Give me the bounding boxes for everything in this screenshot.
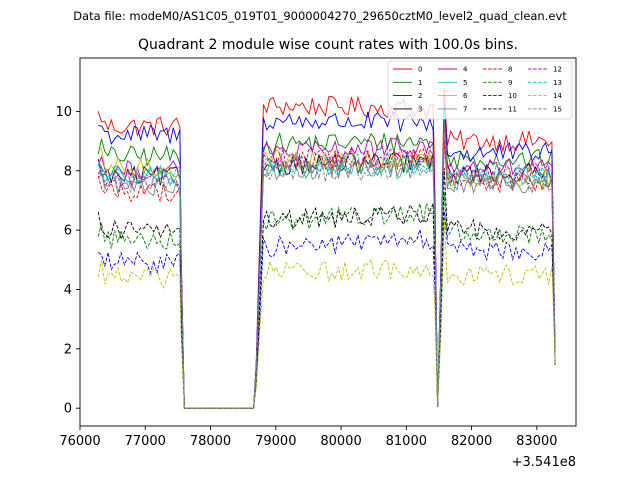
legend-label-14: 14	[553, 92, 562, 100]
legend-label-5: 5	[463, 79, 467, 87]
series-line-1	[97, 106, 556, 409]
series-line-9	[97, 191, 556, 409]
series-line-15	[98, 123, 556, 409]
legend-label-4: 4	[463, 66, 468, 74]
x-tick-label: 79000	[255, 434, 296, 449]
y-tick-label: 0	[64, 402, 72, 417]
y-tick-label: 4	[64, 283, 72, 298]
legend-label-9: 9	[508, 79, 512, 87]
x-tick-label: 77000	[125, 434, 166, 449]
y-tick-label: 6	[64, 224, 72, 239]
legend-label-15: 15	[553, 105, 562, 113]
x-tick-label: 83000	[516, 434, 557, 449]
legend-label-0: 0	[418, 66, 422, 74]
series-line-2	[98, 101, 556, 409]
x-tick-label: 81000	[386, 434, 427, 449]
legend-label-8: 8	[508, 66, 512, 74]
legend-label-2: 2	[418, 92, 422, 100]
legend-label-11: 11	[508, 105, 517, 113]
series-line-8	[97, 140, 556, 409]
legend-box	[387, 60, 573, 120]
series-line-14	[97, 216, 556, 409]
series-line-11	[97, 168, 556, 409]
x-tick-label: 76000	[59, 434, 100, 449]
legend-label-10: 10	[508, 92, 517, 100]
legend-label-7: 7	[463, 105, 467, 113]
y-tick-label: 2	[64, 342, 72, 357]
y-tick-label: 8	[64, 164, 72, 179]
axis-ticks: 76000 77000 78000 79000 80000 81000 82000 83000…	[55, 105, 557, 449]
legend-label-12: 12	[553, 66, 562, 74]
y-tick-label: 10	[55, 105, 72, 120]
series-line-10	[98, 211, 556, 409]
series-line-7	[97, 138, 556, 409]
legend-label-13: 13	[553, 79, 562, 87]
series-line-0	[97, 87, 556, 409]
chart-title: Quadrant 2 module wise count rates with …	[138, 37, 518, 53]
suptitle: Data file: modeM0/AS1C05_019T01_90000042…	[73, 9, 567, 23]
series-line-13	[97, 114, 556, 409]
x-tick-label: 82000	[451, 434, 492, 449]
plot-lines	[97, 87, 556, 409]
axes-frame	[79, 57, 577, 427]
legend-label-3: 3	[418, 105, 422, 113]
legend-label-6: 6	[463, 92, 468, 100]
x-offset-label: +3.541e8	[512, 455, 576, 470]
x-tick-label: 80000	[320, 434, 361, 449]
x-tick-label: 78000	[190, 434, 231, 449]
legend-label-1: 1	[418, 79, 422, 87]
